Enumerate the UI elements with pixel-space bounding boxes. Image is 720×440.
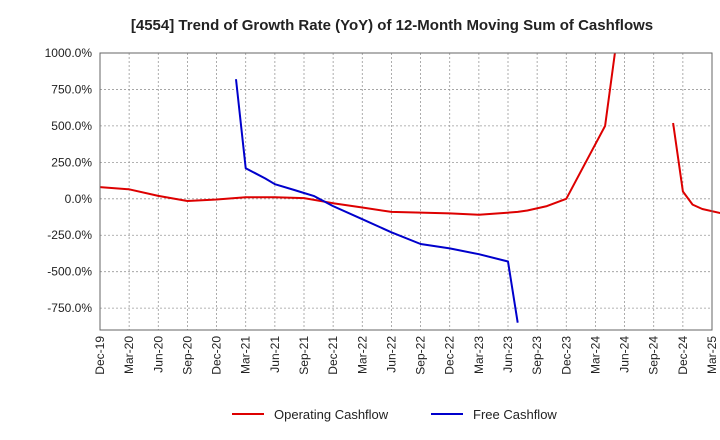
x-tick-label: Jun-23 [501,336,515,373]
chart-title: [4554] Trend of Growth Rate (YoY) of 12-… [131,17,653,34]
x-tick-label: Mar-22 [355,336,369,374]
x-tick-label: Sep-24 [647,336,661,375]
x-tick-label: Jun-24 [618,336,632,373]
series-line-operating-cashflow [99,52,616,216]
y-tick-label: 0.0% [65,192,93,206]
x-tick-label: Mar-25 [705,336,719,374]
x-tick-label: Mar-24 [588,336,602,374]
y-tick-label: -250.0% [47,228,92,242]
plot-frame [99,52,713,331]
y-tick-label: -500.0% [47,265,92,279]
x-tick-label: Mar-21 [239,336,253,374]
x-tick-label: Dec-20 [210,336,224,375]
series-line-operating-cashflow [672,122,720,215]
x-tick-label: Sep-22 [414,336,428,375]
legend-label-free-cashflow: Free Cashflow [473,407,557,422]
y-tick-label: 1000.0% [45,46,93,60]
y-tick-label: 500.0% [51,119,92,133]
series-line-free-cashflow [235,79,519,323]
x-axis: Dec-19 Mar-20 Jun-20 Sep-20 Dec-20 Mar-21 Jun-… [93,336,719,375]
y-axis: 1000.0% 750.0% 500.0% 250.0% 0.0% -250.0% -500… [45,46,93,315]
legend: Operating Cashflow Free Cashflow [232,407,557,422]
x-tick-label: Sep-23 [530,336,544,375]
x-tick-label: Mar-20 [122,336,136,374]
x-tick-label: Dec-21 [326,336,340,375]
x-tick-label: Jun-22 [384,336,398,373]
legend-label-operating-cashflow: Operating Cashflow [274,407,389,422]
y-tick-label: 250.0% [51,155,92,169]
x-tick-label: Jun-20 [151,336,165,373]
x-tick-label: Mar-23 [472,336,486,374]
x-tick-label: Dec-19 [93,336,107,375]
x-tick-label: Dec-22 [443,336,457,375]
x-tick-label: Dec-23 [559,336,573,375]
y-tick-label: -750.0% [47,301,92,315]
x-tick-label: Sep-20 [180,336,194,375]
series-group [99,52,720,323]
x-tick-label: Dec-24 [676,336,690,375]
y-tick-label: 750.0% [51,82,92,96]
x-tick-label: Jun-21 [268,336,282,373]
grid [99,52,713,330]
x-tick-label: Sep-21 [297,336,311,375]
